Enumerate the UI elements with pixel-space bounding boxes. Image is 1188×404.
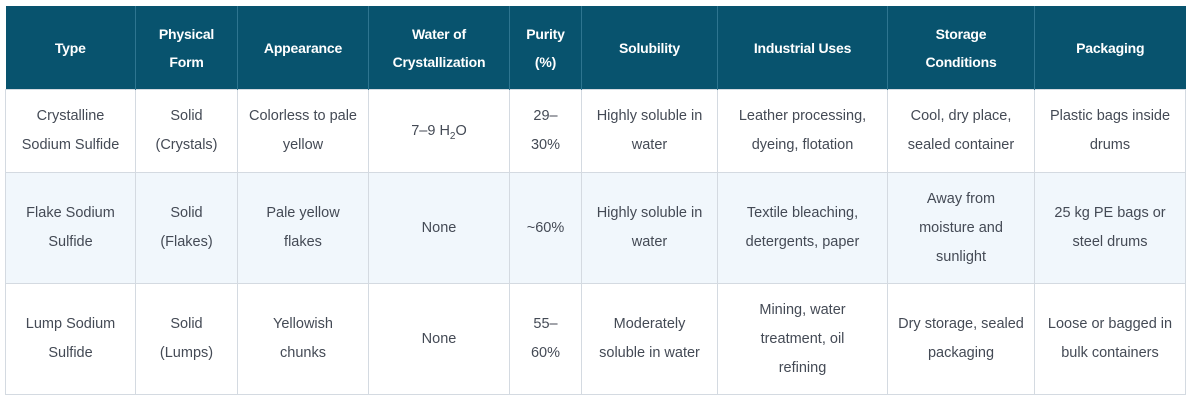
cell-type: Lump Sodium Sulfide	[5, 283, 136, 395]
cell-purity: 55–60%	[509, 283, 582, 395]
cell-purity: ~60%	[509, 172, 582, 284]
table-row: Flake Sodium Sulfide Solid (Flakes) Pale…	[5, 172, 1186, 284]
header-physical-form: Physical Form	[135, 6, 238, 90]
cell-appearance: Yellowish chunks	[237, 283, 369, 395]
table-row: Lump Sodium Sulfide Solid (Lumps) Yellow…	[5, 283, 1186, 395]
cell-packaging: Plastic bags inside drums	[1034, 89, 1186, 173]
header-type: Type	[5, 6, 136, 90]
water-formula-prefix: 7–9 H	[411, 122, 450, 139]
cell-water-of-crystallization: 7–9 H2O	[368, 89, 510, 173]
sodium-sulfide-comparison-table: Type Physical Form Appearance Water of C…	[5, 6, 1186, 395]
cell-appearance: Colorless to pale yellow	[237, 89, 369, 173]
header-packaging: Packaging	[1034, 6, 1186, 90]
cell-solubility: Highly soluble in water	[581, 172, 718, 284]
cell-appearance: Pale yellow flakes	[237, 172, 369, 284]
cell-water-of-crystallization: None	[368, 172, 510, 284]
header-storage-conditions: Storage Conditions	[887, 6, 1035, 90]
cell-solubility: Moderately soluble in water	[581, 283, 718, 395]
cell-packaging: Loose or bagged in bulk containers	[1034, 283, 1186, 395]
cell-physical-form: Solid (Lumps)	[135, 283, 238, 395]
header-industrial-uses: Industrial Uses	[717, 6, 888, 90]
cell-physical-form: Solid (Flakes)	[135, 172, 238, 284]
cell-storage-conditions: Dry storage, sealed packaging	[887, 283, 1035, 395]
water-formula-suffix: O	[455, 122, 467, 139]
cell-storage-conditions: Away from moisture and sunlight	[887, 172, 1035, 284]
cell-type: Flake Sodium Sulfide	[5, 172, 136, 284]
cell-physical-form: Solid (Crystals)	[135, 89, 238, 173]
table-header-row: Type Physical Form Appearance Water of C…	[5, 6, 1186, 90]
header-solubility: Solubility	[581, 6, 718, 90]
cell-industrial-uses: Leather processing, dyeing, flotation	[717, 89, 888, 173]
header-water-of-crystallization: Water of Crystallization	[368, 6, 510, 90]
cell-purity: 29–30%	[509, 89, 582, 173]
cell-storage-conditions: Cool, dry place, sealed container	[887, 89, 1035, 173]
header-appearance: Appearance	[237, 6, 369, 90]
cell-industrial-uses: Textile bleaching, detergents, paper	[717, 172, 888, 284]
cell-solubility: Highly soluble in water	[581, 89, 718, 173]
header-purity: Purity (%)	[509, 6, 582, 90]
cell-industrial-uses: Mining, water treatment, oil refining	[717, 283, 888, 395]
cell-packaging: 25 kg PE bags or steel drums	[1034, 172, 1186, 284]
sodium-sulfide-comparison-table-container: Type Physical Form Appearance Water of C…	[5, 6, 1186, 395]
cell-water-of-crystallization: None	[368, 283, 510, 395]
water-formula-subscript: 2	[449, 130, 456, 142]
table-row: Crystalline Sodium Sulfide Solid (Crysta…	[5, 89, 1186, 173]
cell-type: Crystalline Sodium Sulfide	[5, 89, 136, 173]
